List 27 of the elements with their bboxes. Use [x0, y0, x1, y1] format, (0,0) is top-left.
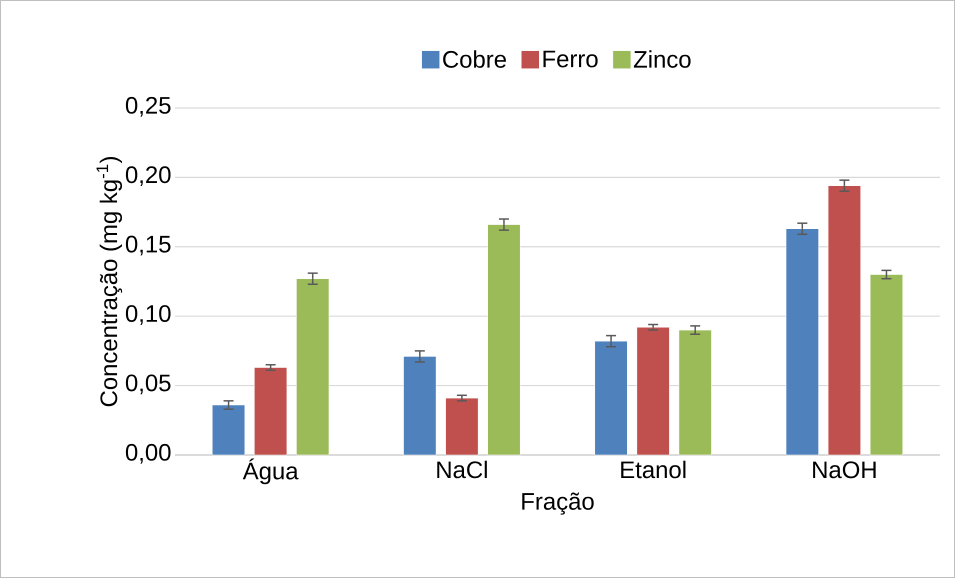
y-tick-label: 0,15	[126, 236, 170, 256]
bar	[296, 278, 330, 456]
y-tick-label: 0,25	[126, 96, 170, 117]
x-tick-label: NaOH	[813, 461, 876, 478]
legend-label: Ferro	[543, 50, 598, 68]
y-tick-label: 0,20	[126, 166, 171, 186]
bar	[636, 327, 670, 456]
y-axis-title: Concentração (mg kg$^{-1}$)	[96, 157, 122, 406]
x-axis-title: Fração	[522, 492, 594, 515]
x-tick-label: Etanol	[621, 460, 686, 478]
bar	[254, 367, 288, 456]
legend-label: Cobre	[443, 50, 506, 68]
y-tick-label: 0,05	[126, 374, 170, 394]
bar	[487, 224, 520, 456]
bar	[594, 340, 628, 456]
bar	[870, 274, 903, 456]
bar	[678, 330, 712, 456]
legend-label: Zinco	[634, 50, 691, 68]
bar	[212, 404, 246, 456]
bar	[828, 185, 861, 456]
y-tick-label: 0,10	[126, 305, 171, 325]
x-tick-label: NaCl	[437, 460, 487, 478]
bar	[786, 228, 819, 456]
bar	[403, 356, 436, 456]
bar	[445, 398, 478, 456]
y-tick-label: 0,00	[126, 444, 171, 464]
x-tick-label: Água	[242, 458, 299, 484]
